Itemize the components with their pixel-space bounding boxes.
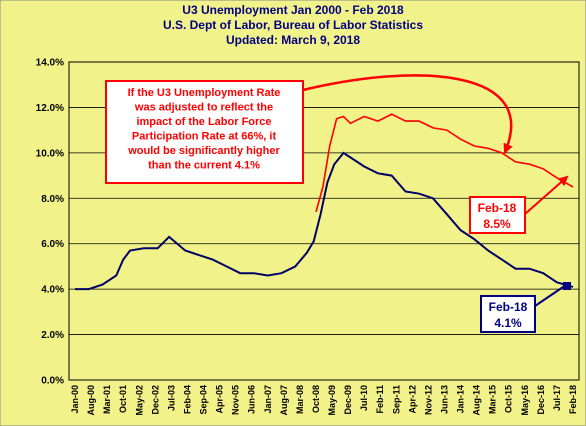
x-tick-label: Dec-02 (150, 385, 160, 415)
x-tick-label: Oct-01 (118, 385, 128, 413)
x-tick-label: Feb-04 (182, 385, 192, 414)
x-tick-label: May-09 (327, 385, 337, 416)
y-tick-label: 2.0% (41, 330, 64, 341)
x-tick-label: Aug-14 (472, 385, 482, 416)
y-tick-label: 14.0% (36, 58, 64, 69)
x-tick-label: Mar-08 (295, 385, 305, 414)
callout-text-line: Participation Rate at 66%, it (132, 131, 277, 143)
callout-arrow (302, 74, 513, 154)
x-tick-label: Jan-14 (456, 385, 466, 414)
feb18-u3-label-box (480, 295, 536, 333)
x-tick-label: Jan-00 (70, 385, 80, 414)
callout-text-line: If the U3 Unemployment Rate (128, 87, 281, 99)
x-tick-label: Nov-12 (423, 385, 433, 415)
feb18-u3-label-value: 4.1% (494, 316, 522, 330)
x-tick-label: Oct-15 (504, 385, 514, 413)
feb18-adjusted-label: Feb-18 8.5% (469, 175, 569, 234)
y-axis-tick-labels: 0.0% 2.0% 4.0% 6.0% 8.0% 10.0% 12.0% 14.0% (36, 58, 64, 387)
callout-text-line: than the current 4.1% (148, 160, 260, 172)
plot-area-border (68, 61, 580, 381)
x-tick-label: Feb-18 (568, 385, 578, 414)
x-tick-label: May-02 (134, 385, 144, 416)
chart-subtitle-updated: Updated: March 9, 2018 (226, 33, 360, 47)
x-tick-label: May-16 (520, 385, 530, 416)
y-tick-label: 0.0% (41, 376, 64, 387)
callout-text: If the U3 Unemployment Rate was adjusted … (127, 87, 280, 172)
x-axis-tick-labels: Jan-00 Aug-00 Mar-01 Oct-01 May-02 Dec-02 Jul-… (70, 385, 578, 416)
x-tick-label: Apr-05 (215, 385, 225, 414)
feb18-u3-label: Feb-18 4.1% (480, 282, 571, 333)
x-tick-label: Sep-11 (391, 385, 401, 414)
callout-text-line: impact of the Labor Force (136, 116, 271, 128)
x-tick-label: Aug-07 (279, 385, 289, 416)
y-tick-label: 4.0% (41, 285, 64, 296)
callout-text-line: would be significantly higher (127, 145, 280, 157)
x-tick-label: Apr-12 (407, 385, 417, 414)
chart-subtitle-source: U.S. Dept of Labor, Bureau of Labor Stat… (163, 18, 423, 32)
x-tick-label: Oct-08 (311, 385, 321, 413)
x-tick-label: Mar-15 (488, 385, 498, 414)
callout-box (105, 80, 304, 184)
x-tick-label: Jun-13 (439, 385, 449, 414)
y-tick-label: 6.0% (41, 239, 64, 250)
feb18-adjusted-pointer (524, 175, 569, 215)
x-tick-label: Feb-11 (375, 385, 385, 414)
y-tick-label: 10.0% (36, 148, 64, 159)
feb18-u3-label-date: Feb-18 (489, 300, 528, 314)
x-tick-label: Dec-16 (536, 385, 546, 415)
x-tick-label: Dec-09 (343, 385, 353, 415)
x-tick-label: Jul-10 (359, 385, 369, 411)
x-tick-label: Mar-01 (102, 385, 112, 414)
x-tick-label: Sep-04 (199, 385, 209, 415)
callout-text-line: was adjusted to reflect the (134, 102, 273, 114)
feb18-adjusted-label-date: Feb-18 (478, 201, 517, 215)
adjusted-u3-series-line (315, 113, 574, 213)
x-tick-label: Jun-06 (247, 385, 257, 414)
feb18-adjusted-label-value: 8.5% (483, 217, 511, 231)
chart-title: U3 Unemployment Jan 2000 - Feb 2018 (182, 3, 404, 17)
u3-series-line (75, 151, 574, 291)
feb18-adjusted-label-box (469, 196, 526, 234)
y-tick-label: 8.0% (41, 194, 64, 205)
x-tick-label: Jan-07 (263, 385, 273, 414)
feb18-u3-pointer (534, 284, 567, 307)
x-tick-label: Nov-05 (231, 385, 241, 415)
x-tick-label: Aug-00 (86, 385, 96, 416)
x-tick-label: Jul-17 (552, 385, 562, 411)
y-tick-label: 12.0% (36, 103, 64, 114)
x-tick-label: Jul-03 (166, 385, 176, 411)
adjustment-callout: If the U3 Unemployment Rate was adjusted … (105, 74, 513, 184)
feb18-u3-end-marker (563, 282, 571, 290)
